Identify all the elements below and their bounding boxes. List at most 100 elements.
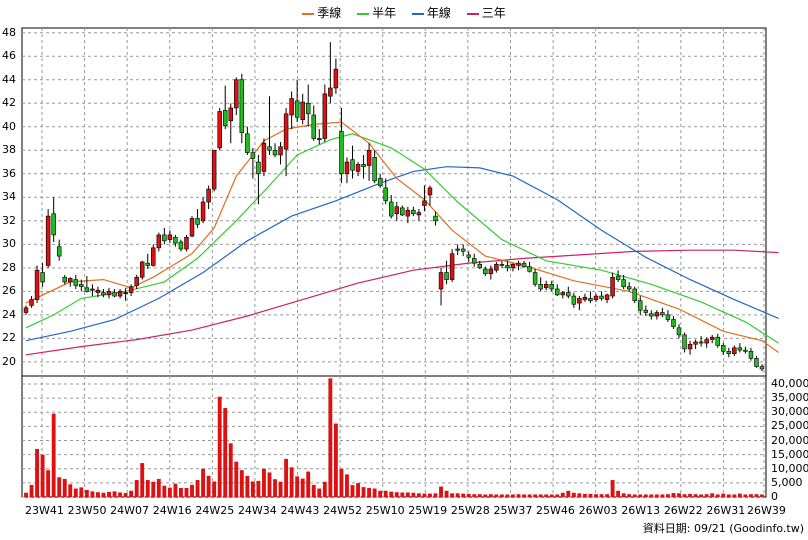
candle-body xyxy=(234,79,239,109)
candle-body xyxy=(139,261,145,278)
volume-bar xyxy=(594,494,598,497)
candle-body xyxy=(521,262,527,267)
candle-body xyxy=(416,212,422,216)
candle-body xyxy=(460,248,466,252)
volume-bar xyxy=(311,484,316,497)
volume-bar xyxy=(79,487,84,497)
candle-body xyxy=(698,341,704,344)
candle-body xyxy=(322,93,328,139)
volume-bar xyxy=(466,493,471,497)
price-tick-label: 30 xyxy=(2,237,16,251)
volume-bar xyxy=(46,470,51,497)
volume-bar xyxy=(499,494,504,497)
candle-body xyxy=(538,283,543,290)
candle-body xyxy=(350,159,355,171)
price-tick-label: 44 xyxy=(2,72,16,86)
volume-bar xyxy=(173,483,178,497)
volume-bar xyxy=(422,493,427,497)
volume-bar xyxy=(699,494,704,497)
volume-bar xyxy=(383,490,388,497)
candle-body xyxy=(610,276,615,297)
x-tick-label: 26W03 xyxy=(578,504,618,517)
price-tick-label: 32 xyxy=(2,213,16,227)
volume-bar xyxy=(29,484,34,497)
candle-body xyxy=(693,341,698,345)
candle-body xyxy=(483,268,488,275)
candle-body xyxy=(151,247,156,266)
volume-bar xyxy=(190,484,194,497)
volume-bar xyxy=(693,494,698,497)
candle-body xyxy=(117,291,123,297)
volume-bar xyxy=(494,494,499,497)
volume-bar xyxy=(571,492,576,497)
volume-bar xyxy=(228,443,233,497)
volume-bar xyxy=(555,494,560,497)
volume-bar xyxy=(560,492,565,497)
candle-body xyxy=(128,286,134,293)
candle-body xyxy=(250,152,256,159)
candle-body xyxy=(95,289,101,293)
candle-body xyxy=(560,292,566,296)
volume-bar xyxy=(654,494,659,497)
candle-body xyxy=(305,102,311,115)
candle-body xyxy=(510,264,516,269)
price-panel xyxy=(21,27,767,377)
x-tick-label: 25W10 xyxy=(365,504,405,517)
volume-bar xyxy=(483,494,488,497)
candle-body xyxy=(206,188,211,203)
volume-bar xyxy=(527,494,532,497)
candle-body xyxy=(638,300,643,311)
volume-bar xyxy=(682,494,687,497)
volume-bar xyxy=(605,494,609,497)
volume-bar xyxy=(195,480,200,497)
candle-body xyxy=(726,351,732,354)
volume-bar xyxy=(140,463,145,497)
volume-bar xyxy=(737,493,742,497)
price-tick-label: 38 xyxy=(2,143,16,157)
volume-bar xyxy=(416,493,421,497)
candle-body xyxy=(173,236,178,244)
price-tick-label: 36 xyxy=(2,166,16,180)
candle-body xyxy=(73,279,79,286)
volume-bar xyxy=(671,493,676,497)
legend-item-year: 年線 xyxy=(411,4,451,21)
volume-bar xyxy=(212,481,217,497)
volume-bar xyxy=(90,491,95,497)
candle-body xyxy=(344,161,350,175)
volume-bar xyxy=(322,481,327,497)
candle-body xyxy=(411,209,416,215)
candle-body xyxy=(427,187,433,196)
candle-body xyxy=(505,265,510,269)
volume-bar xyxy=(461,493,466,497)
volume-bar xyxy=(151,481,156,497)
candle-body xyxy=(355,164,361,172)
candle-body xyxy=(715,336,720,346)
volume-bar xyxy=(234,461,239,497)
candle-body xyxy=(433,215,438,222)
candle-body xyxy=(62,276,67,283)
volume-bar xyxy=(405,492,410,497)
candle-body xyxy=(217,111,222,149)
volume-bar xyxy=(84,489,89,497)
candle-body xyxy=(665,314,671,320)
volume-bar xyxy=(328,378,333,497)
candle-body xyxy=(300,101,305,121)
candle-body xyxy=(222,109,228,126)
x-tick-label: 26W39 xyxy=(747,504,786,517)
candle-body xyxy=(377,178,383,186)
volume-panel xyxy=(21,375,767,498)
candle-body xyxy=(494,264,499,271)
legend-item-3yr: 三年 xyxy=(466,4,506,21)
candle-body xyxy=(361,164,366,168)
candle-body xyxy=(649,313,654,317)
volume-bar xyxy=(73,488,78,497)
data-date-footer: 資料日期: 09/21 (Goodinfo.tw) xyxy=(642,522,804,535)
volume-bar xyxy=(588,493,593,497)
volume-bar xyxy=(505,494,510,497)
price-tick-label: 40 xyxy=(2,119,16,133)
volume-bar xyxy=(333,423,338,497)
candle-body xyxy=(632,288,637,302)
candle-body xyxy=(278,146,283,156)
volume-bar xyxy=(284,458,289,497)
